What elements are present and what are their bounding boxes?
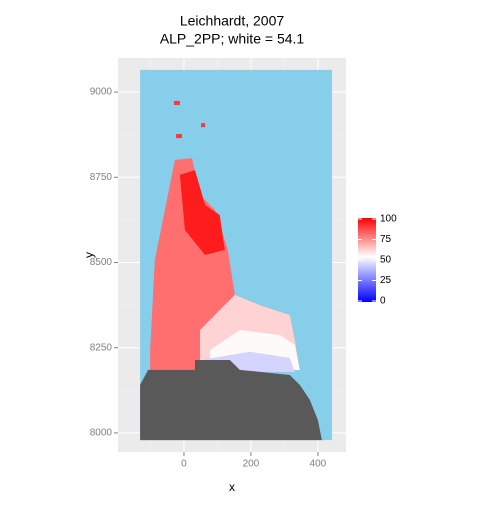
legend-label: 100 [380,214,397,225]
legend-label: 0 [380,296,386,307]
na-region [140,359,322,441]
y-tick-label: 8500 [90,257,113,268]
legend-label: 75 [380,234,392,245]
y-tick-label: 8750 [90,172,113,183]
y-tick-label: 8000 [90,428,113,439]
chart-title: Leichhardt, 2007 [180,13,285,29]
x-tick-label: 400 [310,459,327,470]
legend-label: 25 [380,275,392,286]
legend-label: 50 [380,255,392,266]
y-tick-label: 8250 [90,342,113,353]
raster-region [179,170,225,255]
x-axis-label: x [229,480,235,494]
chart-subtitle: ALP_2PP; white = 54.1 [160,31,305,47]
raster-region [201,123,206,128]
raster-region [173,100,180,106]
y-axis-label: y [82,252,96,258]
x-tick-label: 0 [181,459,187,470]
x-tick-label: 200 [243,459,260,470]
raster-region [175,134,182,139]
legend-colorbar [358,218,376,302]
y-tick-label: 9000 [90,87,113,98]
